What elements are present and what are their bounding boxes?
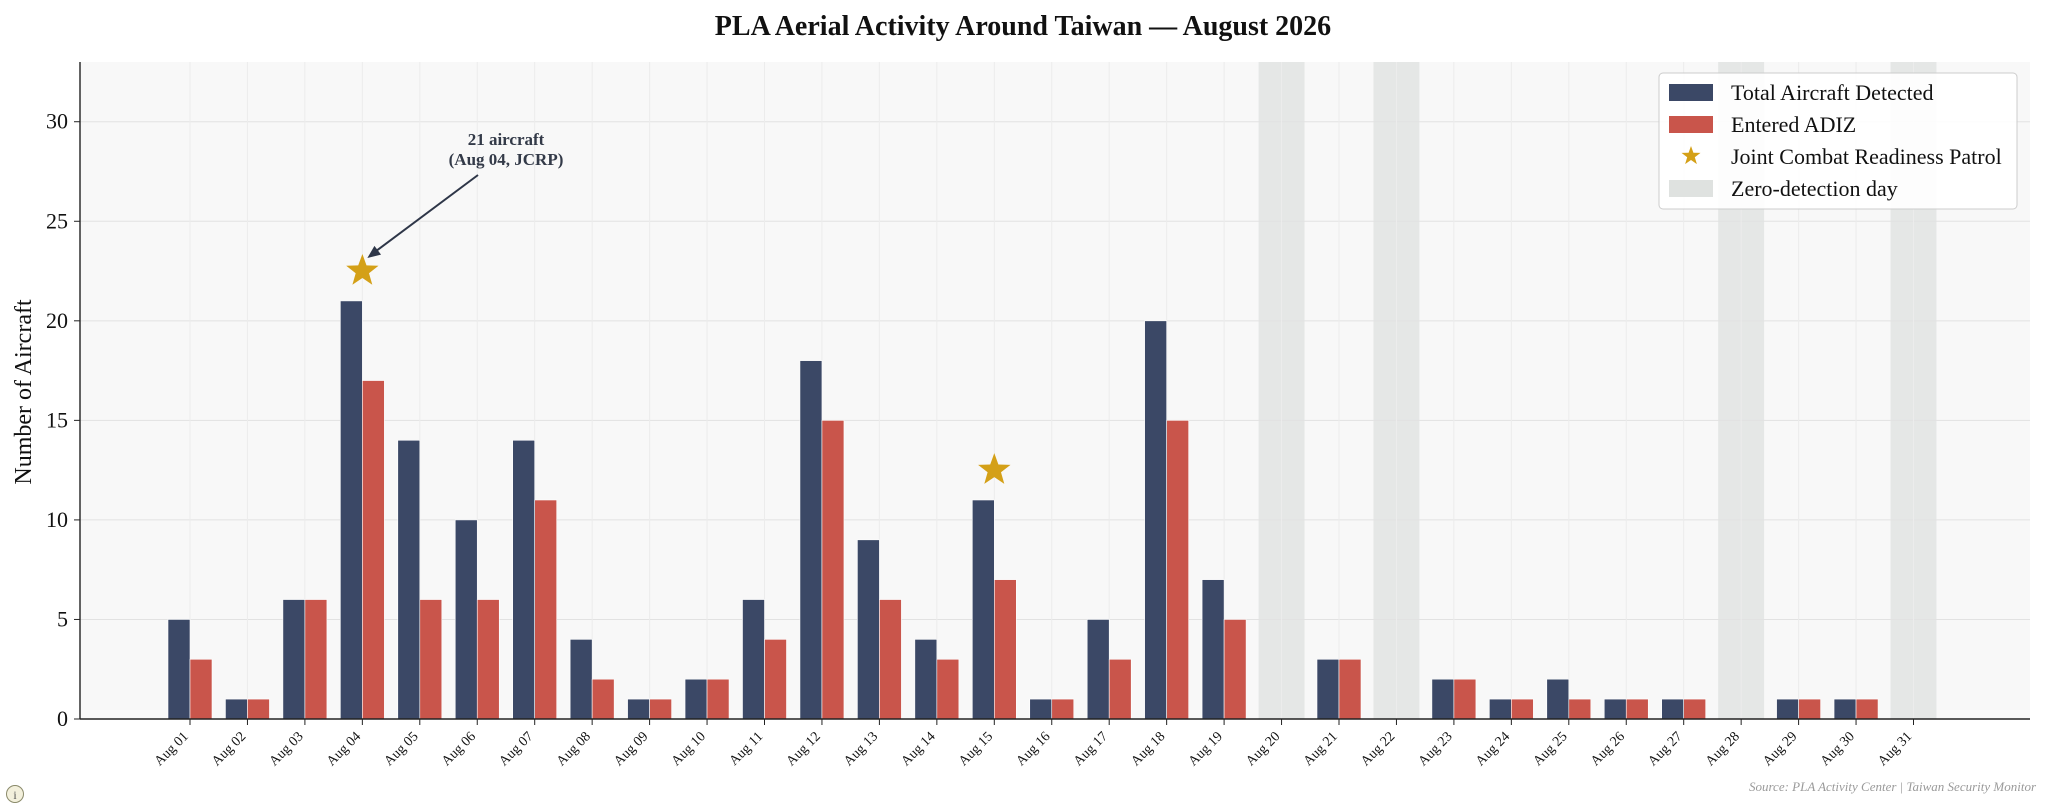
bar-adiz [189, 658, 213, 720]
legend-swatch-adiz [1669, 116, 1713, 133]
legend-label-adiz: Entered ADIZ [1731, 112, 1856, 137]
bar-adiz [304, 599, 328, 720]
annotation-arrowhead [367, 245, 382, 259]
bar-total [1603, 698, 1627, 720]
y-tick-label: 15 [46, 407, 68, 432]
bar-total [454, 519, 478, 720]
info-icon[interactable]: i [6, 785, 24, 803]
legend-swatch-total [1669, 84, 1713, 101]
bar-adiz [706, 678, 730, 720]
bar-adiz [821, 420, 845, 720]
y-axis-label: Number of Aircraft [11, 299, 37, 485]
bar-total [1546, 678, 1570, 720]
bar-adiz [534, 499, 558, 720]
bar-adiz [1051, 698, 1075, 720]
bar-adiz [1568, 698, 1592, 720]
bar-adiz [936, 658, 960, 720]
bar-total [397, 439, 421, 720]
bar-total [282, 599, 306, 720]
jcrp-star [978, 453, 1011, 484]
legend-label-zero: Zero-detection day [1731, 176, 1898, 201]
bar-total [1431, 678, 1455, 720]
bars [167, 300, 1879, 720]
y-tick-label: 30 [46, 109, 68, 134]
bar-total [684, 678, 708, 720]
bar-total [1489, 698, 1512, 720]
bar-adiz [1166, 420, 1189, 720]
bar-total [1029, 698, 1053, 720]
annotation-line2: (Aug 04, JCRP) [449, 150, 564, 169]
bar-adiz [993, 579, 1017, 720]
bar-total [167, 619, 191, 720]
bar-total [569, 639, 593, 720]
y-tick-label: 25 [46, 208, 68, 233]
bar-adiz [1338, 658, 1362, 720]
bar-total [1201, 579, 1225, 720]
bar-adiz [1798, 698, 1821, 720]
y-tick-label: 10 [46, 507, 68, 532]
bar-adiz [476, 599, 500, 720]
y-tick-label: 5 [57, 606, 68, 631]
bar-adiz [247, 698, 270, 720]
annotation-arrow [372, 174, 479, 254]
bar-total [971, 499, 995, 720]
axes [79, 62, 2030, 720]
jcrp-star [346, 254, 379, 285]
bar-total [1661, 698, 1684, 720]
bar-total [512, 439, 536, 720]
bar-adiz [362, 380, 385, 720]
bar-total [340, 300, 363, 720]
bar-adiz [1223, 619, 1247, 720]
y-tick-label: 0 [57, 706, 68, 731]
bar-adiz [419, 599, 443, 720]
bar-total [799, 360, 823, 720]
bar-total [742, 599, 765, 720]
bar-adiz [1453, 678, 1477, 720]
bar-adiz [764, 639, 787, 720]
annotation-line1: 21 aircraft [468, 130, 545, 149]
jcrp-markers [346, 254, 1011, 484]
bar-total [857, 539, 880, 720]
bar-adiz [879, 599, 902, 720]
bar-adiz [1625, 698, 1649, 720]
bar-adiz [1855, 698, 1879, 720]
bar-adiz [591, 678, 615, 720]
bar-adiz [1683, 698, 1706, 720]
bar-total [1316, 658, 1340, 720]
bar-total [1833, 698, 1857, 720]
bar-total [1776, 698, 1799, 720]
legend: Total Aircraft Detected Entered ADIZ Joi… [1658, 72, 2018, 210]
bar-adiz [1511, 698, 1534, 720]
bar-total [1086, 619, 1110, 720]
y-tick-label: 20 [46, 308, 68, 333]
legend-box [1658, 72, 2018, 210]
chart-title: PLA Aerial Activity Around Taiwan — Augu… [715, 11, 1331, 42]
legend-label-jcrp: Joint Combat Readiness Patrol [1731, 144, 2002, 169]
bar-total [627, 698, 650, 720]
bar-total [914, 639, 938, 720]
bar-adiz [649, 698, 672, 720]
bar-adiz [1108, 658, 1132, 720]
bar-total [225, 698, 248, 720]
annotation: 21 aircraft (Aug 04, JCRP) [367, 130, 564, 259]
legend-label-total: Total Aircraft Detected [1731, 80, 1933, 105]
source-note: Source: PLA Activity Center | Taiwan Sec… [1749, 779, 2037, 794]
y-ticks: 0 5 10 15 20 25 30 [46, 109, 80, 731]
bar-total [1144, 320, 1167, 720]
legend-swatch-zero [1669, 180, 1713, 197]
legend-swatch-jcrp [1681, 146, 1701, 165]
